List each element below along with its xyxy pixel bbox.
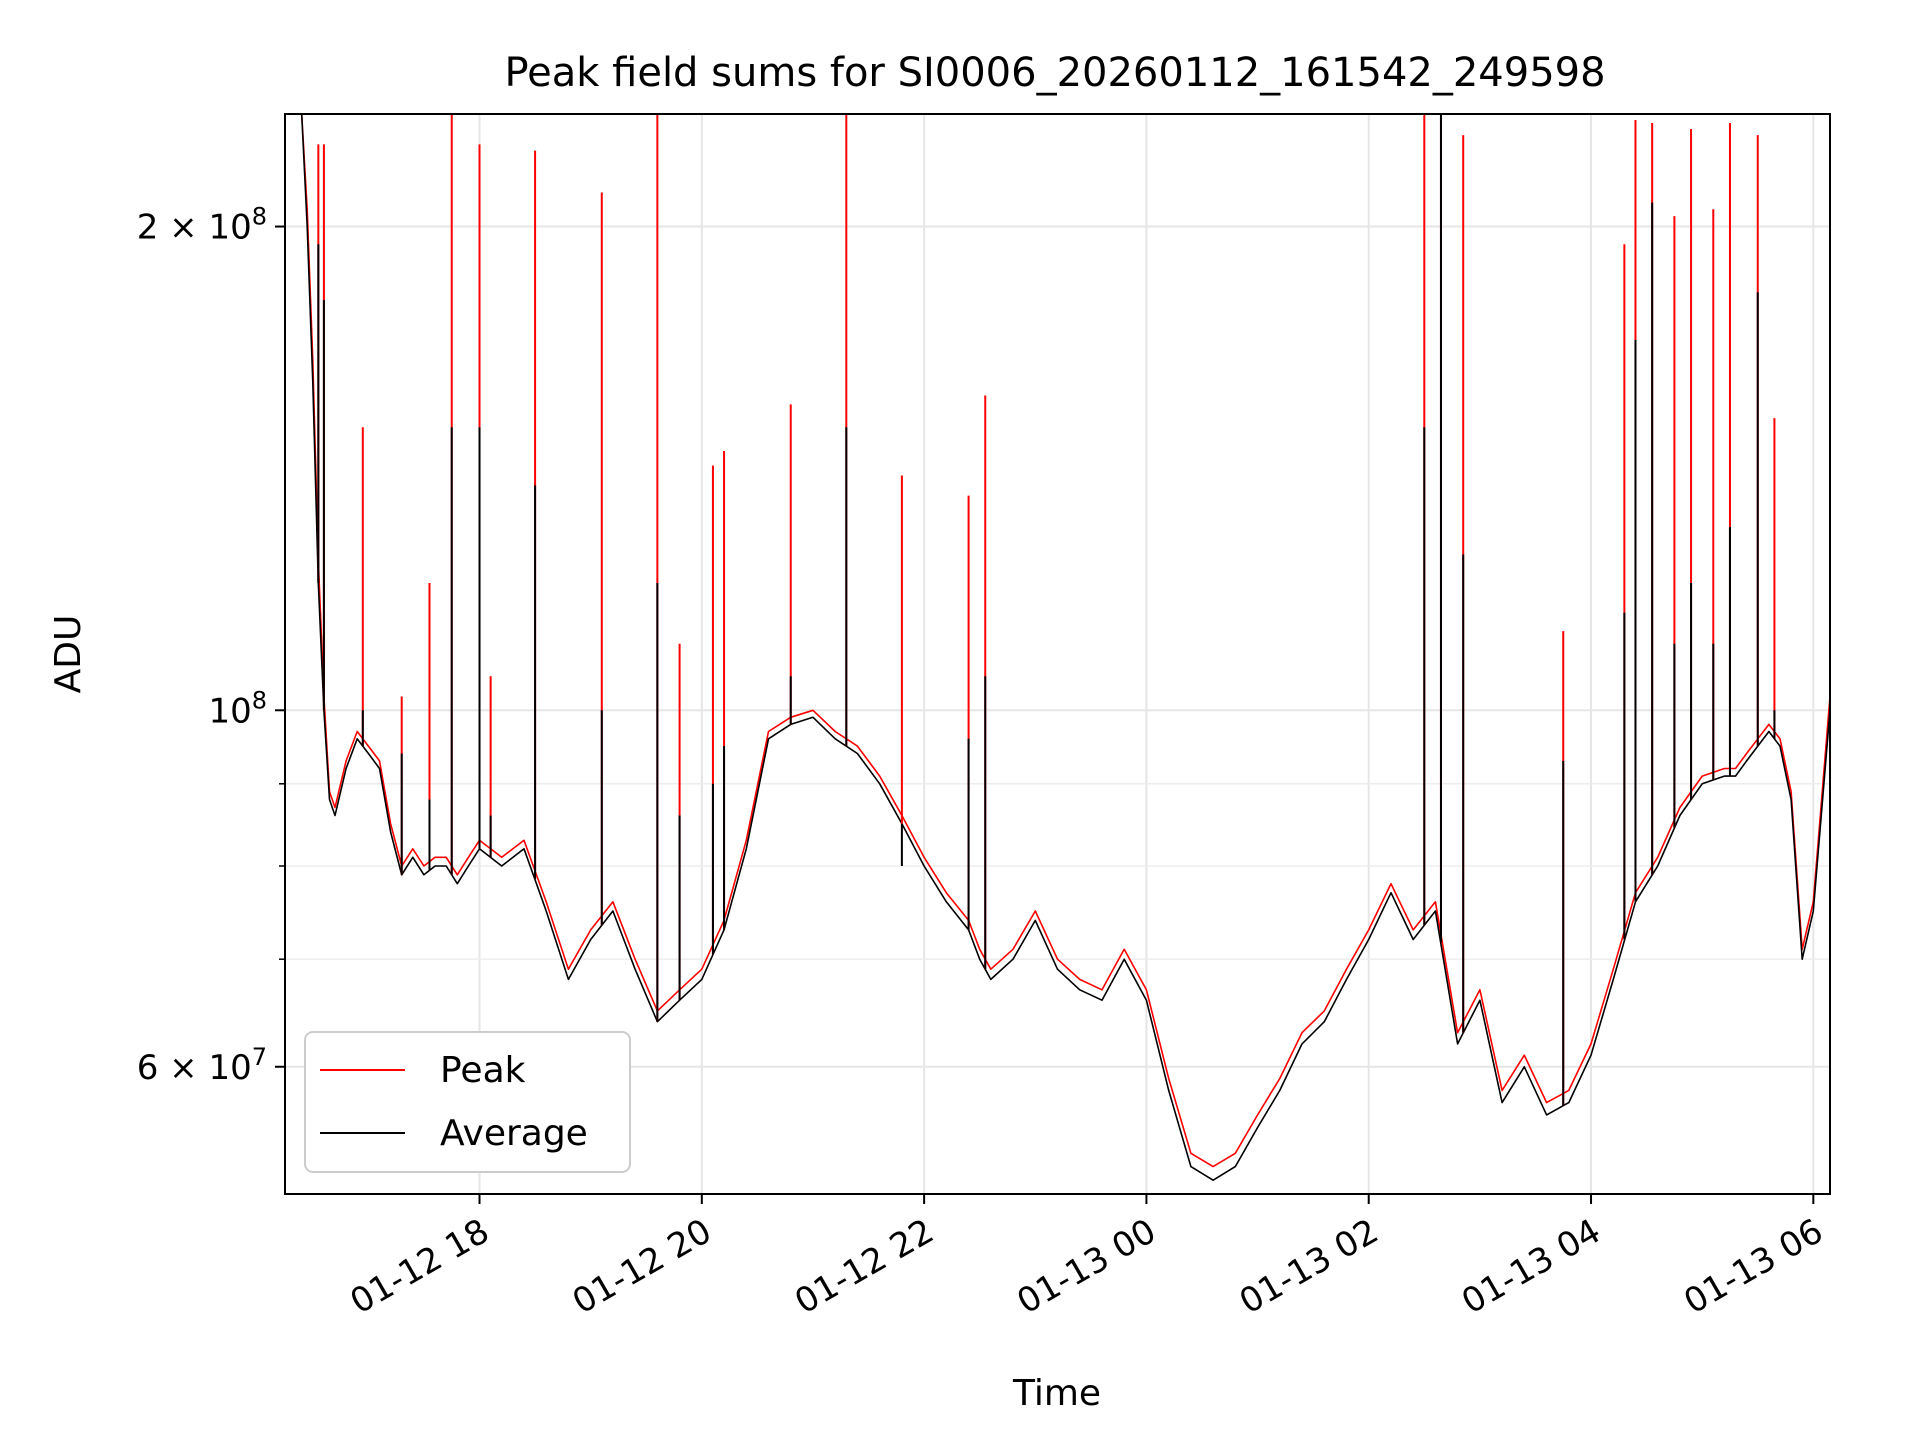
- series-layer: [285, 113, 1831, 1181]
- x-tick-label: 01-13 04: [1455, 1211, 1607, 1322]
- x-tick-label: 01-13 02: [1233, 1211, 1385, 1322]
- y-tick-label: 6 × 107: [137, 1043, 267, 1088]
- x-tick-label: 01-13 06: [1677, 1211, 1829, 1322]
- x-axis-label: Time: [1012, 1373, 1101, 1414]
- chart-title: Peak field sums for SI0006_20260112_1615…: [504, 50, 1605, 96]
- x-axis: 01-12 18 01-12 20 01-12 22 01-13 00 01-13 02…: [344, 1194, 1830, 1322]
- y-axis-label: ADU: [48, 615, 89, 694]
- series-line-peak: [285, 113, 1831, 1168]
- x-tick-label: 01-12 22: [788, 1211, 940, 1322]
- y-axis: 6 × 107 108 2 × 108: [137, 203, 285, 1088]
- plot-frame: [284, 113, 1831, 1195]
- x-tick-label: 01-12 18: [344, 1211, 496, 1322]
- legend-peak-label: Peak: [440, 1050, 526, 1091]
- y-tick-label: 108: [208, 686, 267, 731]
- grid-lines: [285, 114, 1830, 1194]
- legend: Peak Average: [304, 1031, 631, 1173]
- legend-box: [304, 1031, 631, 1173]
- y-tick-label: 2 × 108: [137, 203, 267, 248]
- spike-layer: [317, 114, 1776, 1106]
- legend-average-label: Average: [440, 1113, 588, 1154]
- x-tick-label: 01-12 20: [566, 1211, 718, 1322]
- x-tick-label: 01-13 00: [1011, 1211, 1163, 1322]
- series-line-average: [285, 113, 1831, 1181]
